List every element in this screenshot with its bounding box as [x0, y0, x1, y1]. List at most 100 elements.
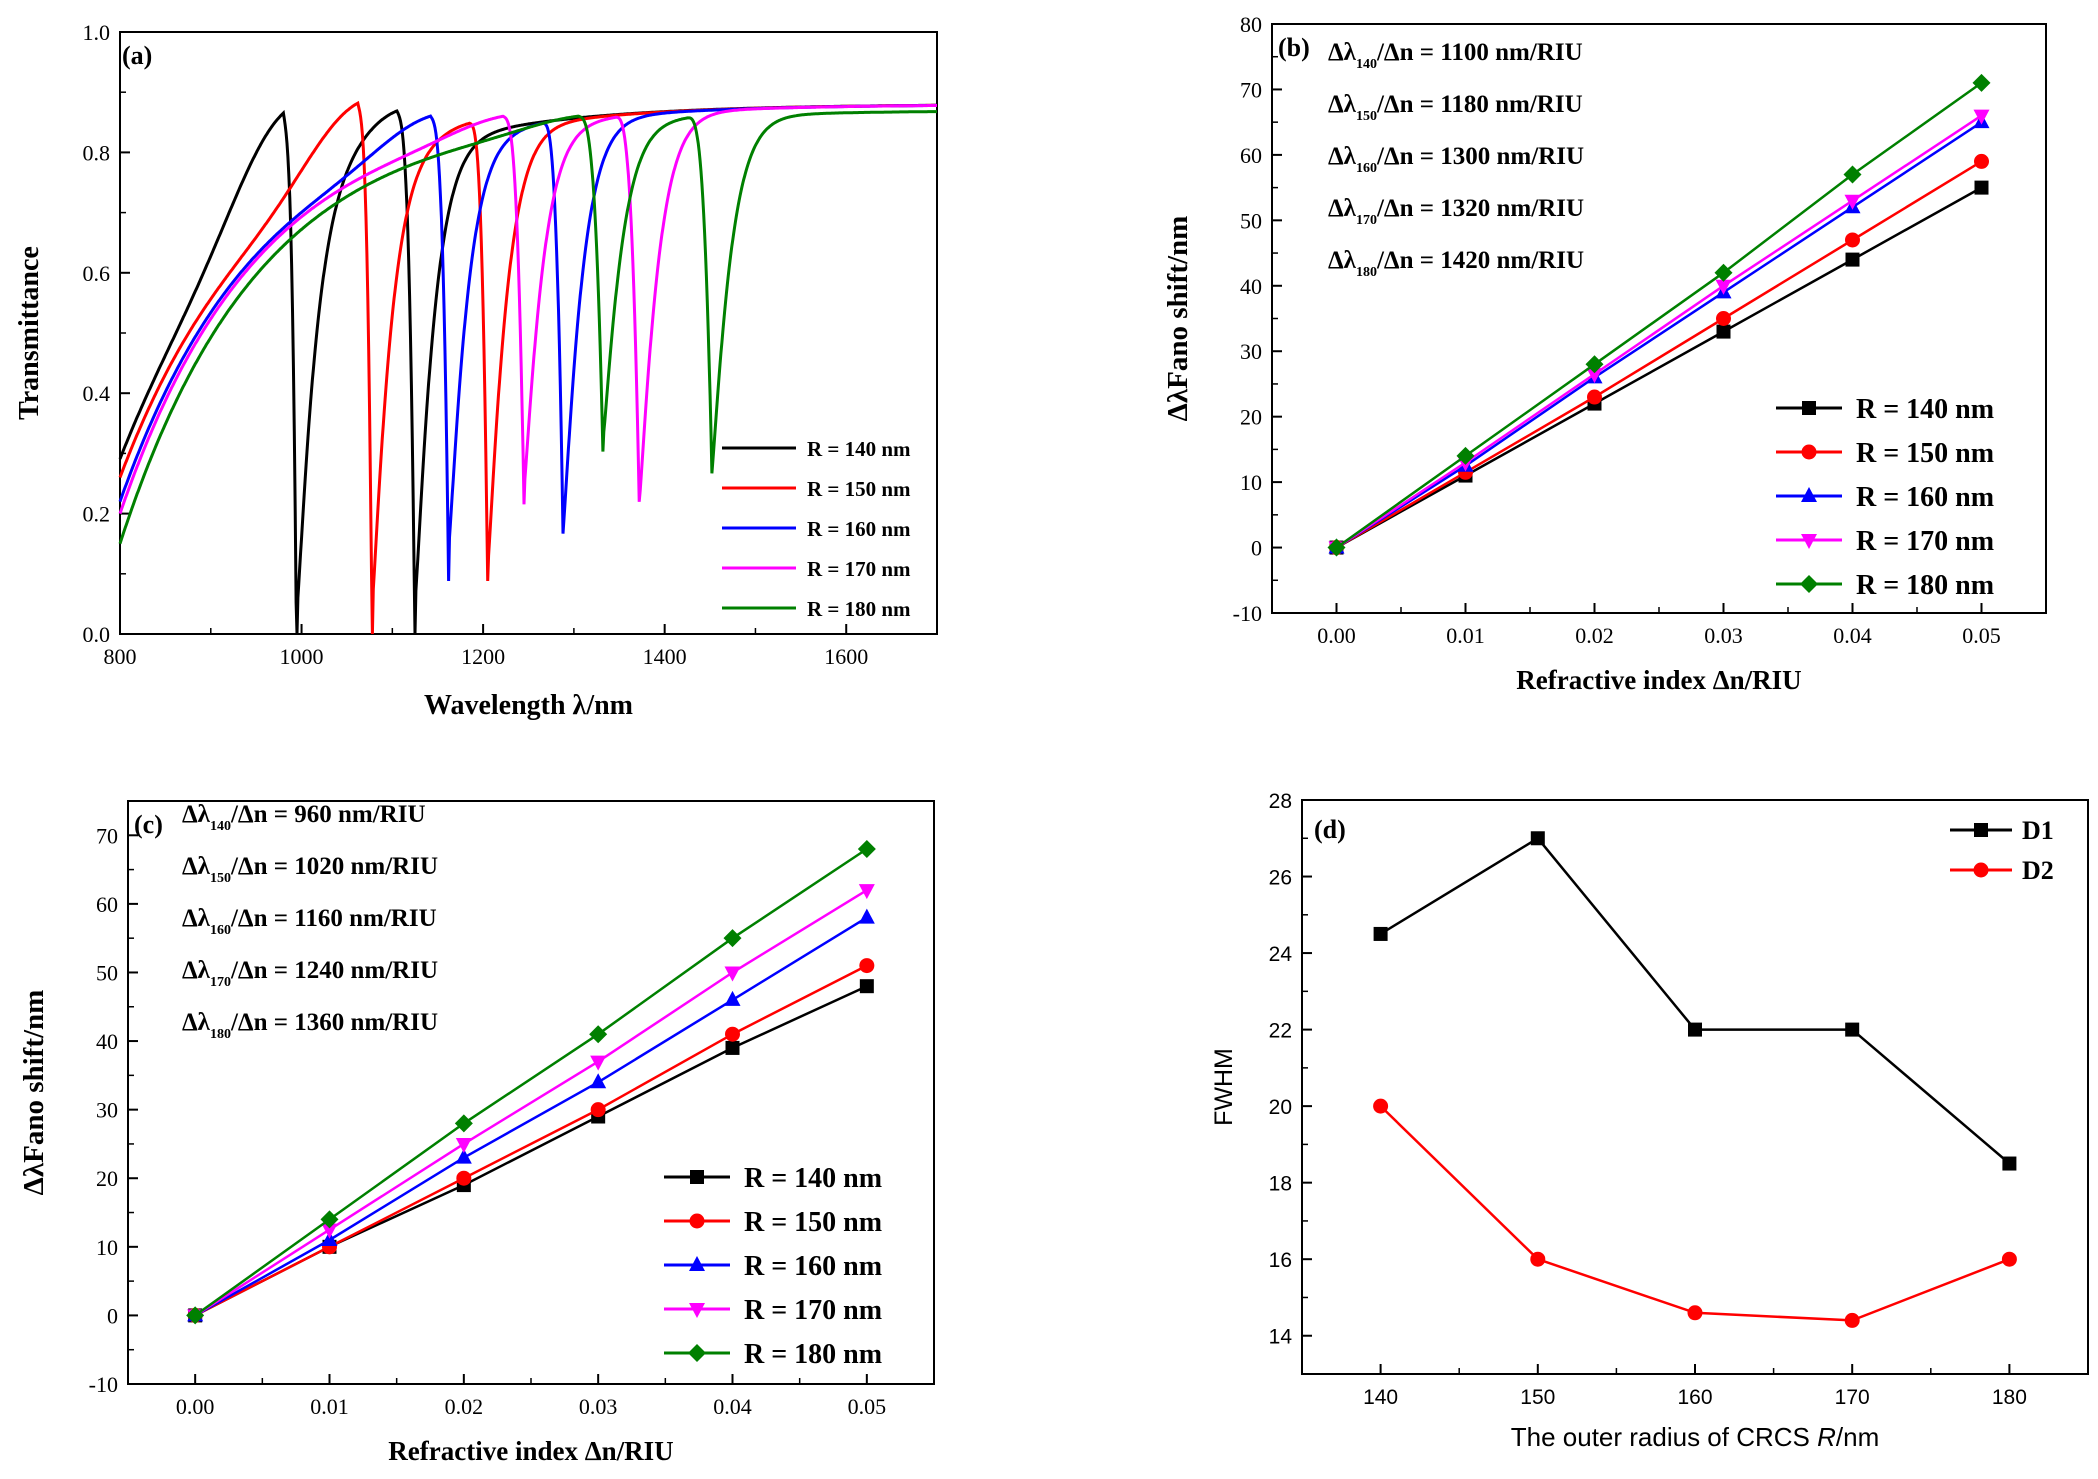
- marker-diamond: [1800, 575, 1818, 593]
- series-line-4: [118, 104, 937, 515]
- marker-circle: [725, 1026, 740, 1042]
- x-tick-label: 0.03: [1704, 623, 1743, 648]
- panel-label: (c): [134, 810, 163, 839]
- marker-circle: [456, 1170, 472, 1186]
- panel-b: 0.00 0.01 0.02 0.03 0.04 0.05 -10 0 10 20 30 40 50 60…: [1162, 12, 2047, 695]
- marker-triangle-down: [455, 1137, 472, 1153]
- y-axis-title: FWHM: [1210, 1048, 1238, 1126]
- annotation-value: /Δn = 1240 nm/RIU: [230, 957, 438, 984]
- y-tick-label: 60: [96, 892, 118, 917]
- y-tick-label: 0.0: [83, 622, 111, 647]
- x-tick-label: 180: [1992, 1386, 2027, 1409]
- y-tick-label: 0.2: [83, 502, 111, 527]
- series-line-5: [1335, 81, 1983, 549]
- annotation-subscript: 150: [210, 871, 231, 886]
- x-tick-label: 160: [1677, 1386, 1712, 1409]
- series-line-2: [194, 964, 868, 1317]
- annotation-delta: Δλ: [182, 905, 211, 932]
- x-axis-title-post: /nm: [1836, 1422, 1879, 1452]
- x-axis-title: Wavelength λ/nm: [424, 690, 633, 721]
- y-tick-label: 60: [1240, 143, 1262, 168]
- legend-label: R = 150 nm: [807, 477, 911, 501]
- annotation-value: /Δn = 1300 nm/RIU: [1376, 143, 1584, 170]
- marker-triangle-down: [1801, 534, 1817, 549]
- annotation-delta: Δλ: [1328, 39, 1357, 66]
- legend-label: R = 180 nm: [744, 1339, 882, 1370]
- marker-triangle-down: [724, 966, 741, 982]
- legend-label: R = 180 nm: [807, 597, 911, 621]
- x-axis-title: Refractive index Δn/RIU: [1516, 665, 1801, 695]
- marker-square: [1688, 1022, 1702, 1037]
- sensitivity-annotation: Δλ180/Δn = 1420 nm/RIU: [1328, 247, 1584, 280]
- x-tick-label: 0.04: [713, 1394, 752, 1419]
- marker-diamond: [1843, 165, 1862, 184]
- marker-diamond: [1456, 446, 1475, 465]
- marker-square: [690, 1170, 704, 1184]
- annotation-value: /Δn = 1320 nm/RIU: [1376, 195, 1584, 222]
- x-tick-label: 1000: [280, 644, 324, 669]
- series-line-3: [1335, 121, 1983, 549]
- legend-label: R = 150 nm: [744, 1207, 882, 1238]
- marker-square: [1373, 926, 1388, 941]
- x-axis-title: The outer radius of CRCS R/nm: [1511, 1422, 1879, 1452]
- marker-diamond: [1585, 355, 1604, 374]
- marker-circle: [859, 958, 875, 974]
- x-axis-title: Refractive index Δn/RIU: [388, 1436, 673, 1466]
- annotation-subscript: 180: [210, 1027, 231, 1042]
- y-tick-label: 24: [1269, 943, 1293, 966]
- x-tick-label: 0.01: [1446, 623, 1485, 648]
- marker-square: [1802, 401, 1816, 415]
- x-tick-label: 0.05: [848, 1394, 887, 1419]
- marker-diamond: [688, 1344, 706, 1362]
- y-tick-label: 30: [96, 1098, 118, 1123]
- series-line-1: [1379, 836, 2011, 1165]
- annotation-delta: Δλ: [1328, 195, 1357, 222]
- marker-circle: [1716, 311, 1731, 326]
- y-axis-title: ΔλFano shift/nm: [18, 990, 50, 1196]
- annotation-delta: Δλ: [1328, 247, 1357, 274]
- marker-triangle-up: [590, 1073, 607, 1089]
- x-tick-label: 1400: [643, 644, 687, 669]
- marker-triangle-up: [1801, 487, 1817, 502]
- marker-square: [1845, 252, 1860, 267]
- y-tick-label: 20: [1269, 1096, 1292, 1119]
- y-tick-label: 70: [1240, 77, 1262, 102]
- annotation-value: /Δn = 1020 nm/RIU: [230, 853, 438, 880]
- legend-label: R = 150 nm: [1856, 438, 1994, 469]
- marker-triangle-down: [321, 1223, 338, 1239]
- marker-diamond: [186, 1306, 205, 1325]
- panel-d: 140 150 160 170 180 14 16 18 20 22 24 26 28 (d) The ou…: [1210, 790, 2089, 1452]
- marker-circle: [1587, 389, 1602, 405]
- annotation-delta: Δλ: [182, 1009, 211, 1036]
- marker-circle: [1845, 232, 1860, 248]
- series-line-1: [118, 103, 937, 635]
- annotation-delta: Δλ: [182, 853, 211, 880]
- annotation-subscript: 160: [1356, 161, 1377, 176]
- annotation-value: /Δn = 1420 nm/RIU: [1376, 247, 1584, 274]
- x-tick-label: 0.05: [1962, 623, 2001, 648]
- series-line-2: [1379, 1105, 2010, 1322]
- y-tick-label: 20: [96, 1166, 118, 1191]
- y-tick-label: 50: [1240, 208, 1262, 233]
- marker-circle: [590, 1102, 606, 1118]
- marker-square: [2002, 1156, 2017, 1171]
- legend-label: R = 180 nm: [1856, 570, 1994, 601]
- marker-square: [1530, 831, 1545, 846]
- marker-circle: [1973, 862, 1989, 878]
- marker-triangle-up: [689, 1256, 705, 1271]
- y-tick-label: 14: [1269, 1326, 1293, 1349]
- x-tick-label: 0.04: [1833, 623, 1872, 648]
- annotation-delta: Δλ: [1328, 143, 1357, 170]
- series-line-5: [118, 110, 937, 545]
- sensitivity-annotation: Δλ160/Δn = 1160 nm/RIU: [182, 905, 437, 938]
- sensitivity-annotation: Δλ150/Δn = 1020 nm/RIU: [182, 853, 438, 886]
- annotation-subscript: 150: [1356, 109, 1377, 124]
- x-tick-label: 150: [1520, 1386, 1555, 1409]
- annotation-value: /Δn = 960 nm/RIU: [230, 801, 426, 828]
- legend-label: D1: [2022, 816, 2054, 845]
- marker-square: [859, 979, 874, 994]
- marker-diamond: [723, 929, 742, 948]
- marker-triangle-down: [689, 1303, 705, 1318]
- x-tick-label: 0.01: [310, 1394, 349, 1419]
